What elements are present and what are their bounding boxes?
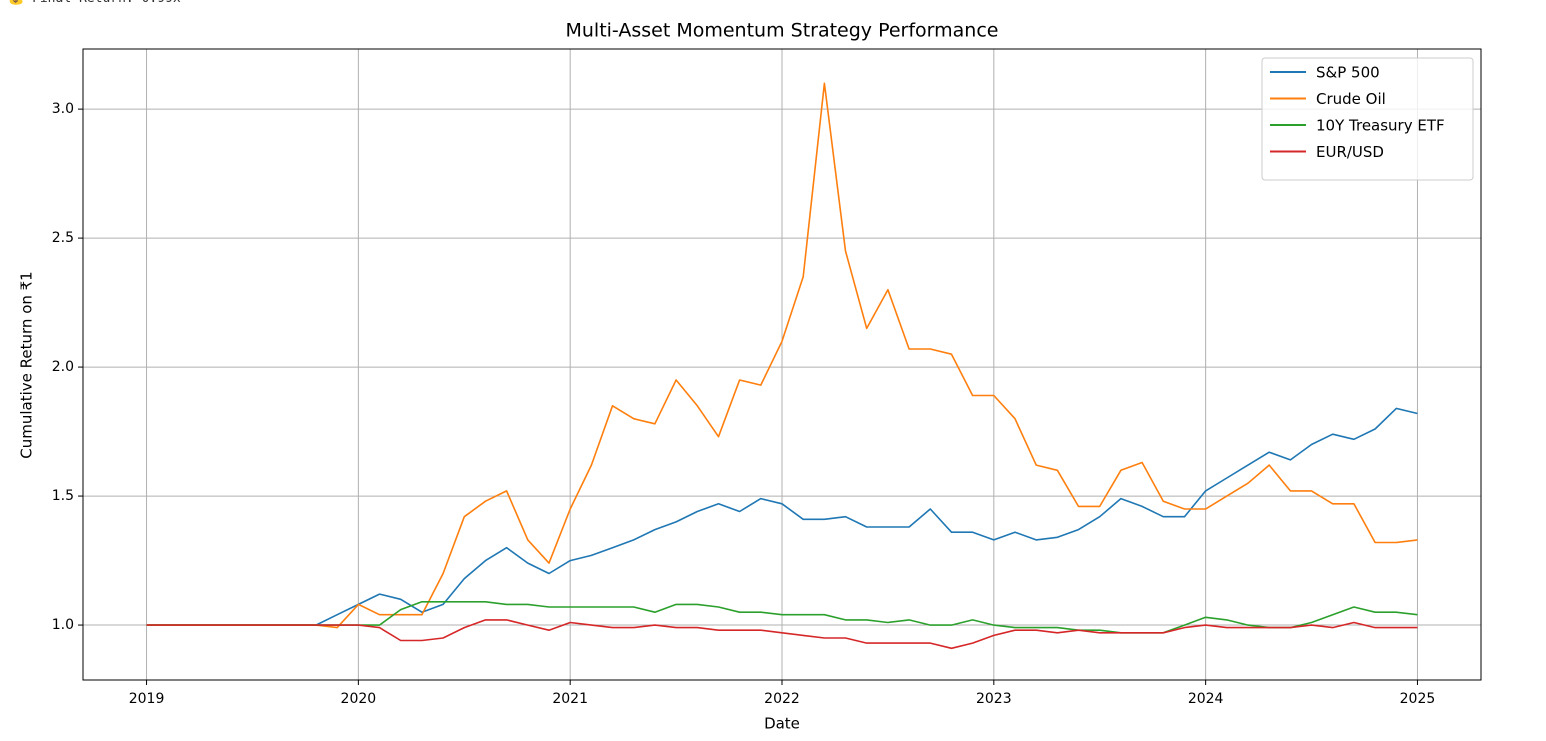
- legend-label: Crude Oil: [1316, 90, 1386, 108]
- y-tick-label: 1.0: [52, 617, 74, 633]
- y-axis-label: Cumulative Return on ₹1: [18, 271, 36, 458]
- x-axis-label: Date: [764, 715, 800, 733]
- y-tick-label: 1.5: [52, 488, 74, 504]
- x-tick-label: 2022: [764, 691, 800, 707]
- y-tick-label: 3.0: [52, 101, 74, 117]
- chart-title: Multi-Asset Momentum Strategy Performanc…: [565, 20, 998, 42]
- series-line: [146, 82, 1418, 629]
- legend-label: 10Y Treasury ETF: [1316, 117, 1445, 135]
- series-line: [146, 407, 1418, 626]
- legend-label: EUR/USD: [1316, 143, 1384, 161]
- legend-label: S&P 500: [1316, 64, 1380, 82]
- x-tick-label: 2021: [552, 691, 588, 707]
- x-tick-label: 2025: [1400, 691, 1436, 707]
- y-tick-label: 2.0: [52, 359, 74, 375]
- series-line: [146, 619, 1418, 650]
- x-tick-label: 2023: [976, 691, 1012, 707]
- x-tick-label: 2019: [129, 691, 165, 707]
- y-tick-label: 2.5: [52, 230, 74, 246]
- legend: S&P 500 Crude Oil 10Y Treasury ETF EUR/USD: [1261, 57, 1474, 181]
- x-tick-label: 2024: [1188, 691, 1224, 707]
- plot-frame: [82, 48, 1482, 681]
- series-line: [146, 601, 1418, 634]
- header-text: 💰 Final Return: 0.99x: [8, 0, 181, 6]
- x-tick-label: 2020: [341, 691, 377, 707]
- legend-box: [1261, 57, 1474, 181]
